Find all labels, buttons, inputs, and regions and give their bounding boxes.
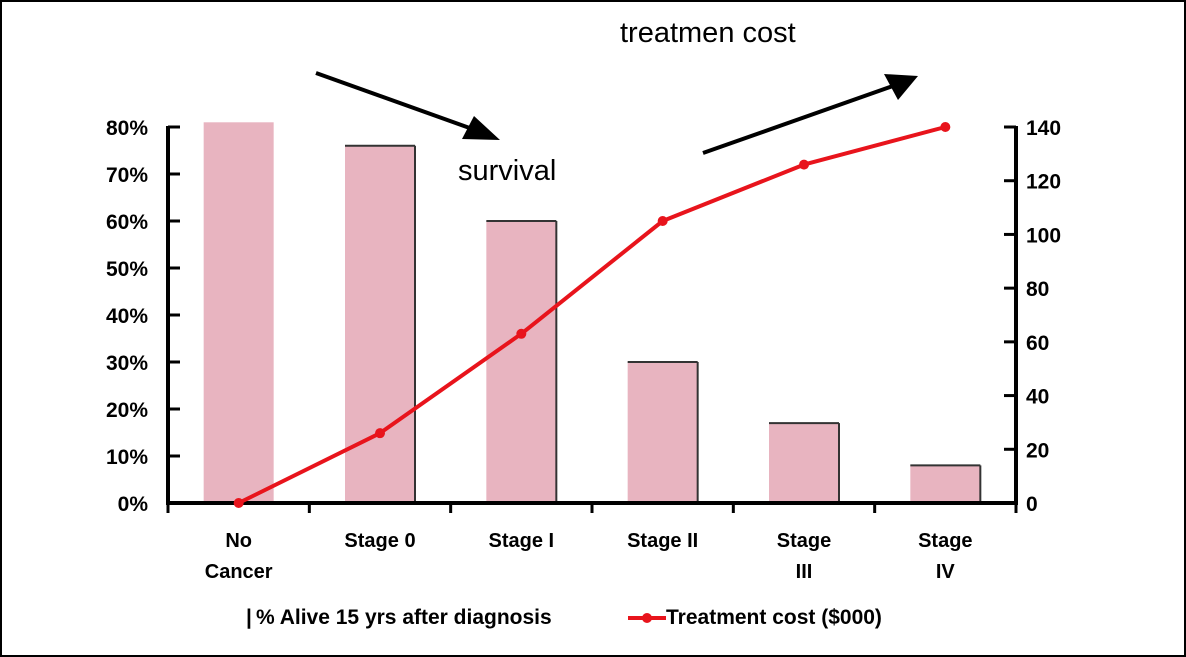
bars-layer [203,122,982,504]
bar-4 [769,423,839,503]
left-tick-label-3: 30% [106,352,148,375]
down-arrow-shaft [315,71,479,133]
right-tick-label-3: 60 [1026,332,1049,355]
category-label-line: No [225,530,252,552]
up-arrow-shaft [702,84,894,155]
cost-point-2 [516,328,527,339]
bar-3 [627,362,698,503]
cost-point-0 [233,498,244,508]
cost-point-1 [375,428,385,439]
axes-layer [166,126,1018,505]
right-tick-label-0: 0 [1026,493,1038,516]
annotations-layer: treatmen cost survival [315,17,918,187]
left-tick-label-8: 80% [106,117,148,140]
category-label-5: Stage IV [918,530,972,583]
legend-line-marker [642,613,652,623]
left-tick-label-4: 40% [106,305,148,328]
cost-point-4 [799,159,809,170]
legend: | % Alive 15 yrs after diagnosis Treatme… [246,606,882,629]
category-label-1: Stage 0 [344,530,415,552]
category-label-line: Stage [777,530,831,552]
ticks-layer: 0% 10% 20% 30% 40% 50% 60% 70% 80% 0 20 40 60 80 100 12… [106,117,1061,583]
legend-bar-label: % Alive 15 yrs after diagnosis [256,606,552,629]
category-label-2: Stage I [489,530,555,552]
cost-annotation: treatmen cost [620,17,796,49]
left-tick-label-5: 50% [106,258,148,281]
right-tick-label-4: 80 [1026,278,1049,301]
category-label-0: No Cancer [205,530,273,583]
category-label-line: Stage 0 [344,530,415,552]
survival-annotation: survival [458,155,556,187]
category-label-line: Stage I [489,530,555,552]
category-label-line: III [796,561,813,583]
treatment-cost-line [237,125,946,505]
left-tick-label-6: 60% [106,211,148,234]
right-tick-label-5: 100 [1026,224,1061,247]
bar-5 [910,465,981,503]
right-tick-label-1: 20 [1026,439,1049,462]
line-layer [233,122,951,508]
right-tick-label-7: 140 [1026,117,1061,140]
legend-bar-marker: | [246,606,252,629]
right-tick-label-2: 40 [1026,386,1049,409]
category-label-line: IV [936,561,956,583]
category-label-3: Stage II [627,530,698,552]
bar-2 [486,221,557,503]
category-label-line: Cancer [205,561,273,583]
left-tick-label-0: 0% [118,493,149,516]
right-tick-label-6: 120 [1026,171,1061,194]
left-tick-label-7: 70% [106,164,148,187]
category-label-line: Stage [918,530,972,552]
cost-point-3 [657,216,668,226]
bar-0 [203,122,274,504]
left-tick-label-2: 20% [106,399,148,422]
category-label-line: Stage II [627,530,698,552]
up-arrow-head-icon [884,74,918,100]
cost-point-5 [940,122,951,132]
left-tick-label-1: 10% [106,446,148,469]
category-label-4: Stage III [777,530,831,583]
bar-1 [345,145,415,504]
legend-line-label: Treatment cost ($000) [666,606,882,629]
down-arrow-head-icon [462,116,500,140]
